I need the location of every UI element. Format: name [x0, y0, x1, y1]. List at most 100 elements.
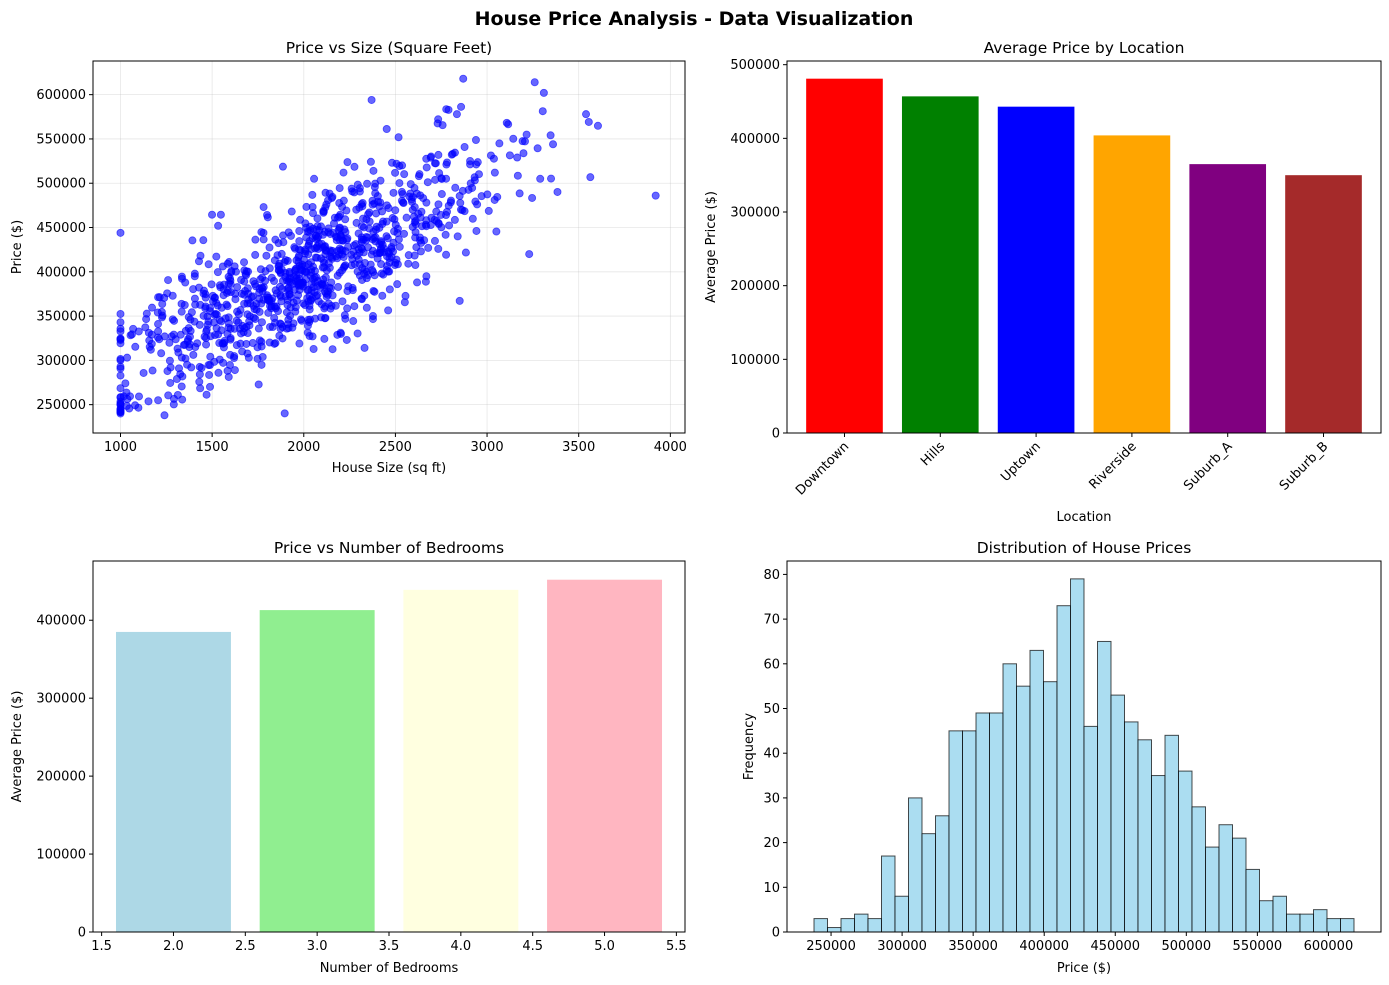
scatter-point	[202, 327, 211, 336]
scatter-point	[468, 183, 477, 192]
bedrooms-xtick-label: 4.0	[451, 939, 472, 954]
scatter-point	[320, 334, 329, 343]
scatter-point	[400, 170, 409, 179]
location-bar	[806, 78, 883, 434]
scatter-point	[393, 228, 402, 237]
scatter-point	[398, 190, 407, 199]
scatter-point	[492, 227, 501, 236]
bedrooms-y-axis-label: Average Price ($)	[10, 691, 25, 803]
scatter-point	[394, 133, 403, 142]
scatter-point	[195, 320, 204, 329]
histogram-bar	[1016, 685, 1031, 933]
scatter-point	[203, 320, 212, 329]
scatter-point	[134, 392, 143, 401]
scatter-point	[368, 200, 377, 209]
scatter-title: Price vs Size (Square Feet)	[286, 39, 492, 57]
scatter-point	[116, 384, 125, 393]
scatter-point	[199, 311, 208, 320]
scatter-point	[195, 370, 204, 379]
scatter-point	[334, 283, 343, 292]
scatter-xtick-label: 3000	[471, 440, 504, 455]
scatter-point	[271, 304, 280, 313]
scatter-point	[352, 218, 361, 227]
scatter-point	[536, 174, 545, 183]
histogram-xtick-label: 250000	[806, 939, 856, 954]
histogram-x-axis-label: Price ($)	[1057, 961, 1111, 976]
scatter-point	[204, 361, 213, 370]
scatter-point	[184, 313, 193, 322]
scatter-point	[402, 213, 411, 222]
scatter-point	[355, 260, 364, 269]
histogram-bar	[948, 730, 963, 933]
scatter-point	[224, 279, 233, 288]
histogram-xtick-label: 400000	[1019, 939, 1069, 954]
scatter-point	[131, 401, 140, 410]
scatter-point	[116, 364, 125, 373]
scatter-point	[116, 334, 125, 343]
scatter-point	[384, 249, 393, 258]
scatter-point	[317, 313, 326, 322]
histogram-bar	[1259, 900, 1274, 933]
scatter-xtick-label: 4000	[654, 440, 687, 455]
scatter-point	[442, 250, 451, 259]
scatter-point	[452, 110, 461, 119]
histogram-bar	[1178, 770, 1193, 933]
scatter-point	[430, 236, 439, 245]
scatter-point	[404, 251, 413, 260]
scatter-point	[291, 307, 300, 316]
scatter-point	[457, 102, 466, 111]
scatter-point	[166, 378, 175, 387]
scatter-point	[116, 309, 125, 318]
scatter-point	[441, 230, 450, 239]
scatter-point	[283, 256, 292, 265]
scatter-point	[593, 121, 602, 130]
location-x-axis-label: Location	[1057, 510, 1112, 525]
scatter-point	[199, 236, 208, 245]
scatter-point	[382, 125, 391, 134]
scatter-point	[443, 158, 452, 167]
bedrooms-xtick-label: 3.0	[307, 939, 328, 954]
scatter-point	[154, 327, 163, 336]
scatter-frame	[92, 60, 686, 434]
scatter-point	[285, 286, 294, 295]
scatter-point	[177, 382, 186, 391]
histogram-bar	[1326, 918, 1341, 933]
scatter-point	[205, 370, 214, 379]
scatter-point	[347, 261, 356, 270]
scatter-point	[188, 236, 197, 245]
bedrooms-xtick-label: 1.5	[91, 939, 112, 954]
scatter-point	[365, 208, 374, 217]
scatter-point	[319, 207, 328, 216]
scatter-point	[116, 356, 125, 365]
scatter-point	[430, 215, 439, 224]
bedrooms-xtick-label: 5.5	[666, 939, 687, 954]
scatter-point	[243, 299, 252, 308]
scatter-point	[240, 266, 249, 275]
histogram-bar	[1313, 909, 1328, 933]
histogram-bar	[1245, 868, 1260, 933]
histogram-bar	[854, 913, 869, 933]
scatter-point	[490, 195, 499, 204]
histogram-bar	[894, 895, 909, 933]
scatter-point	[450, 215, 459, 224]
scatter-point	[513, 171, 522, 180]
scatter-point	[352, 205, 361, 214]
scatter-point	[240, 290, 249, 299]
scatter-point	[212, 252, 221, 261]
scatter-point	[207, 280, 216, 289]
scatter-point	[164, 391, 173, 400]
scatter-point	[415, 233, 424, 242]
histogram-ytick-label: 0	[772, 926, 780, 941]
scatter-point	[490, 168, 499, 177]
scatter-point	[248, 339, 257, 348]
scatter-point	[254, 324, 263, 333]
scatter-point	[225, 258, 234, 267]
scatter-point	[189, 350, 198, 359]
scatter-point	[518, 137, 527, 146]
scatter-point	[326, 252, 335, 261]
scatter-point	[304, 241, 313, 250]
histogram-xtick-label: 300000	[877, 939, 927, 954]
scatter-point	[219, 339, 228, 348]
scatter-point	[353, 329, 362, 338]
scatter-point	[175, 364, 184, 373]
